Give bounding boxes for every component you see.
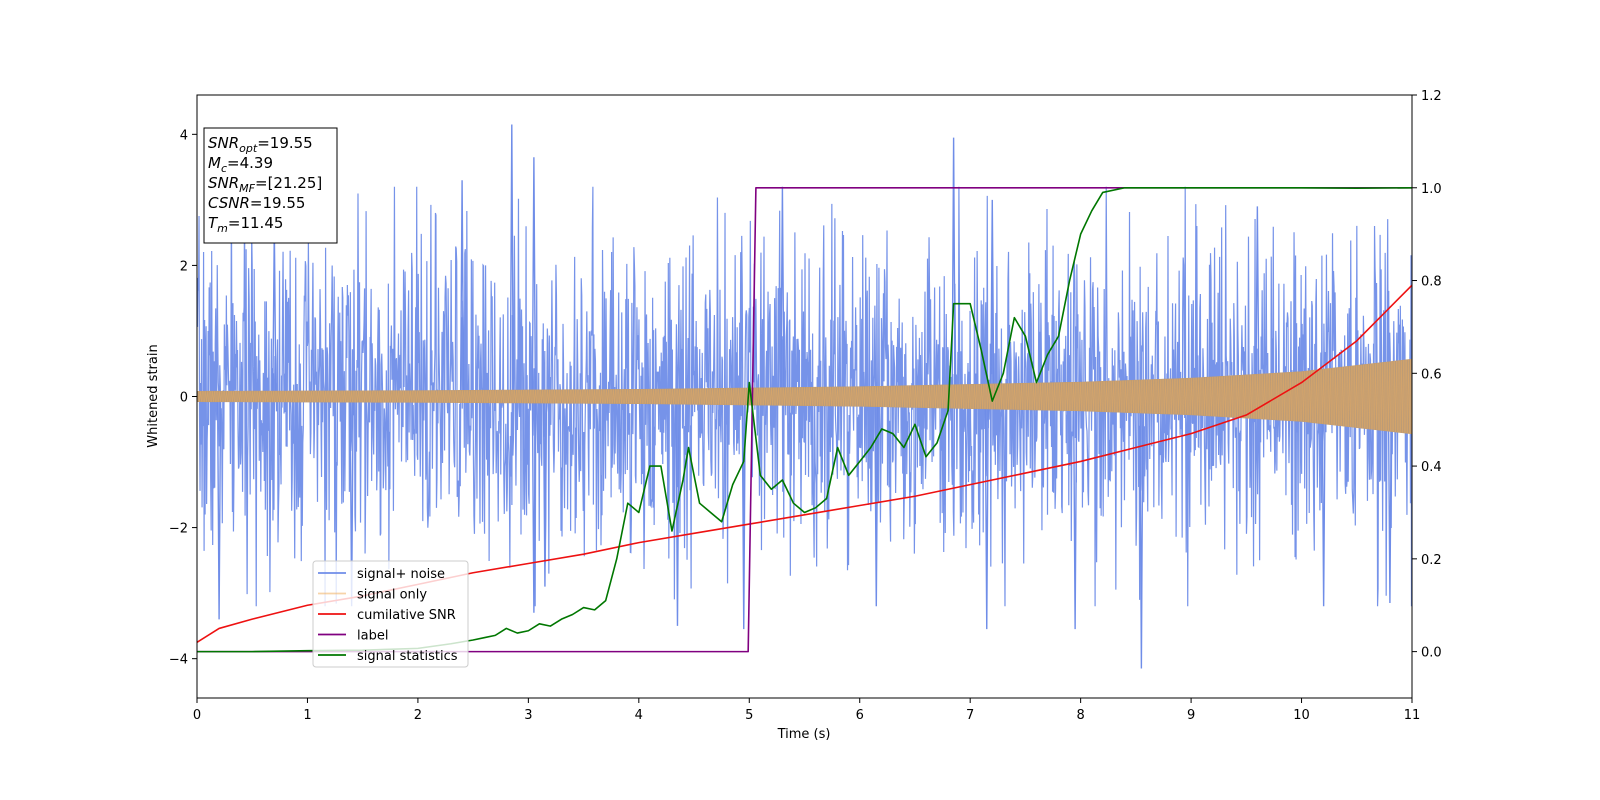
y-right-tick-label: 0.8 xyxy=(1421,275,1442,290)
x-tick-label: 10 xyxy=(1293,708,1310,723)
annotation-line-4: Tm=11.45 xyxy=(208,214,283,235)
legend: signal+ noise signal only cumilative SNR la… xyxy=(312,560,469,668)
y-right-tick-label: 0.4 xyxy=(1421,460,1442,475)
annotation-box: SNRopt=19.55Mc=4.39SNRMF=[21.25]CSNR=19.… xyxy=(203,127,338,244)
x-tick-label: 2 xyxy=(414,708,422,723)
y-left-tick-label: 4 xyxy=(180,128,188,143)
annotation-value: =4.39 xyxy=(227,154,273,172)
x-tick-label: 8 xyxy=(1076,708,1084,723)
annotation-subscript: m xyxy=(217,222,228,235)
y-right-tick-label: 1.0 xyxy=(1421,182,1442,197)
y-left-tick-label: −4 xyxy=(169,653,188,668)
y-left-tick-label: 2 xyxy=(180,259,188,274)
annotation-subscript: c xyxy=(221,162,227,175)
legend-label-2: cumilative SNR xyxy=(357,608,456,623)
noise-spike-14 xyxy=(990,199,995,397)
x-tick-label: 7 xyxy=(966,708,974,723)
legend-label-0: signal+ noise xyxy=(357,567,445,582)
noise-spike-12 xyxy=(951,137,956,397)
annotation-symbol: CSNR xyxy=(208,194,250,212)
annotation-frame xyxy=(203,127,338,244)
y-left-tick-label: 0 xyxy=(180,391,188,406)
noise-spike-11 xyxy=(874,396,879,607)
annotation-line-0: SNRopt=19.55 xyxy=(208,134,313,155)
annotation-symbol: SNR xyxy=(208,134,239,152)
annotation-line-1: Mc=4.39 xyxy=(208,154,273,175)
x-tick-label: 11 xyxy=(1404,708,1421,723)
noise-spike-19 xyxy=(1387,396,1393,603)
y-axis-label-left: Whitened strain xyxy=(146,344,161,447)
noise-spike-9 xyxy=(741,396,746,630)
annotation-value: =11.45 xyxy=(228,214,284,232)
noise-spike-17 xyxy=(1255,206,1260,397)
y-axis-right: 0.0 0.2 0.4 0.6 0.8 1.0 1.2 xyxy=(1412,89,1442,661)
annotation-symbol: M xyxy=(208,154,221,172)
signal-noise-line xyxy=(197,186,1412,607)
x-tick-label: 6 xyxy=(856,708,864,723)
noise-spike-3 xyxy=(459,180,465,397)
noise-spike-13 xyxy=(984,396,989,630)
legend-frame xyxy=(312,560,469,668)
x-tick-label: 9 xyxy=(1187,708,1195,723)
noise-spike-15 xyxy=(1072,396,1078,630)
noise-spike-18 xyxy=(1321,396,1326,607)
noise-spike-16 xyxy=(1139,396,1144,669)
noise-spike-7 xyxy=(542,396,548,587)
x-tick-label: 5 xyxy=(745,708,753,723)
legend-label-3: label xyxy=(357,629,388,644)
noise-spike-5 xyxy=(531,157,537,397)
series-signal-only xyxy=(197,358,1412,435)
annotation-subscript: opt xyxy=(239,142,258,155)
annotation-line-3: CSNR=19.55 xyxy=(208,194,305,212)
x-tick-label: 0 xyxy=(193,708,201,723)
noise-spike-10 xyxy=(780,186,785,397)
noise-spike-6 xyxy=(531,396,537,613)
legend-label-1: signal only xyxy=(357,588,427,603)
x-axis-label: Time (s) xyxy=(777,727,831,742)
series-signal-noise xyxy=(197,124,1412,669)
annotation-value: =19.55 xyxy=(250,194,306,212)
annotation-symbol: SNR xyxy=(208,174,239,192)
noise-spike-4 xyxy=(509,124,514,397)
annotation-value: =19.55 xyxy=(257,134,313,152)
annotation-subscript: MF xyxy=(239,182,255,195)
x-tick-label: 3 xyxy=(524,708,532,723)
y-right-tick-label: 1.2 xyxy=(1421,89,1442,104)
signal-only-line xyxy=(197,359,1412,434)
signal-statistics-line xyxy=(197,186,1412,653)
legend-label-4: signal statistics xyxy=(357,649,458,664)
annotation-symbol: T xyxy=(208,214,219,232)
y-right-tick-label: 0.2 xyxy=(1421,553,1442,568)
x-axis: 0 1 2 3 4 5 6 7 8 9 10 11 xyxy=(193,698,1420,723)
label-line xyxy=(197,186,1412,653)
noise-spike-8 xyxy=(675,396,680,626)
x-tick-label: 4 xyxy=(635,708,643,723)
annotation-line-2: SNRMF=[21.25] xyxy=(208,174,322,195)
y-right-tick-label: 0.6 xyxy=(1421,367,1442,382)
annotation-value: =[21.25] xyxy=(255,174,322,192)
y-axis-left: −4 −2 0 2 4 xyxy=(169,128,197,668)
y-left-tick-label: −2 xyxy=(169,522,188,537)
y-right-tick-label: 0.0 xyxy=(1421,646,1442,661)
x-tick-label: 1 xyxy=(303,708,311,723)
